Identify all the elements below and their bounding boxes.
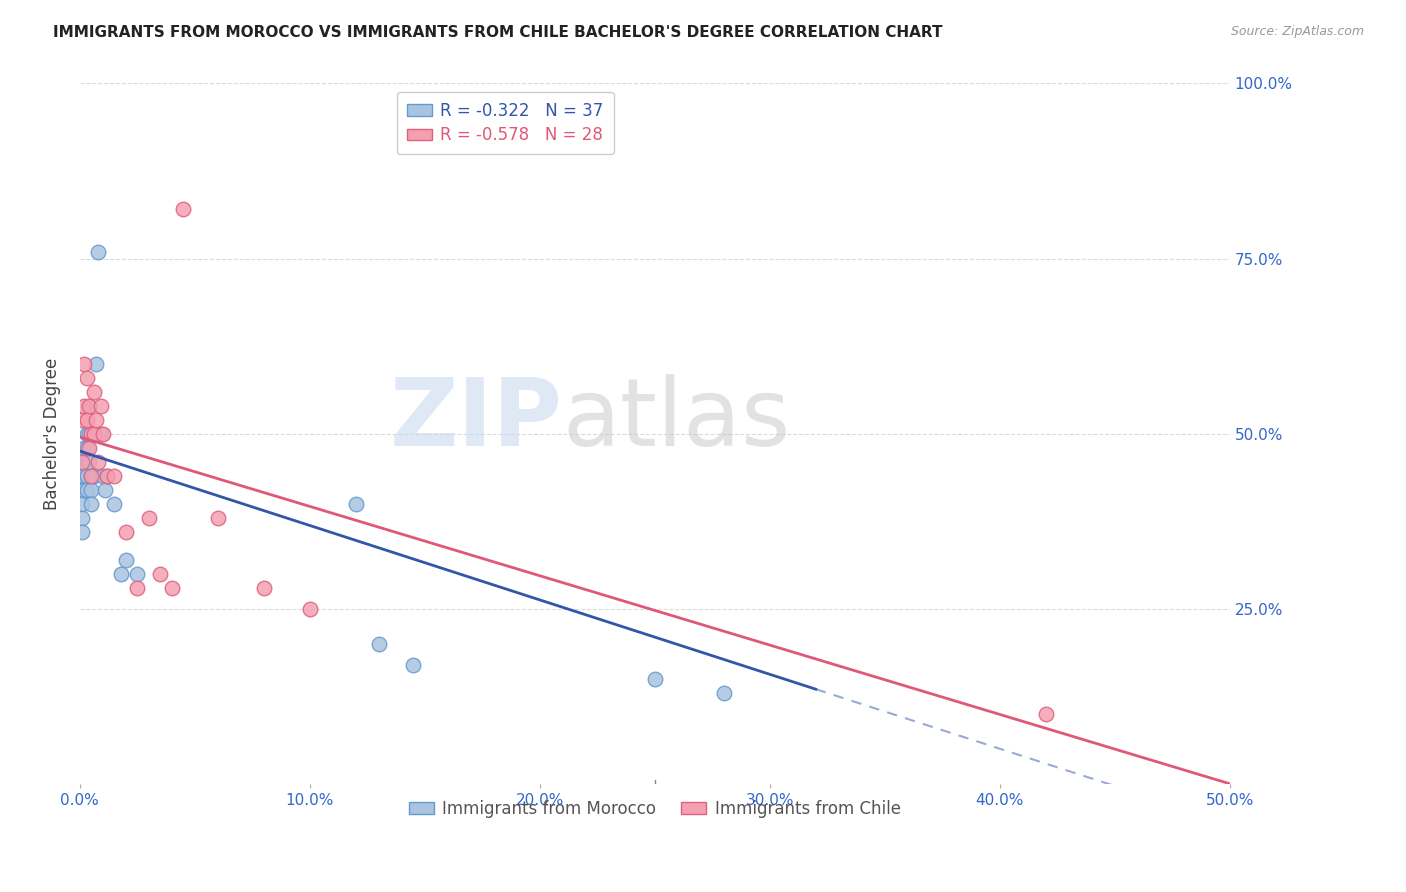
Point: [90, 426, 112, 441]
Point: [367, 637, 389, 651]
Point: [644, 672, 666, 686]
Point: [402, 657, 425, 672]
Point: [80, 426, 103, 441]
Point: [103, 497, 125, 511]
Point: [127, 581, 149, 595]
Point: [1035, 706, 1057, 721]
Point: [73, 483, 96, 497]
Point: [84, 412, 107, 426]
Point: [172, 202, 194, 217]
Point: [76, 370, 98, 384]
Point: [77, 399, 100, 413]
Point: [76, 441, 98, 455]
Point: [90, 399, 112, 413]
Text: ZIP: ZIP: [389, 374, 562, 466]
Point: [115, 524, 138, 539]
Point: [73, 441, 96, 455]
Point: [80, 468, 103, 483]
Point: [70, 412, 93, 426]
Point: [70, 468, 93, 483]
Point: [96, 468, 118, 483]
Point: [80, 497, 103, 511]
Point: [96, 468, 118, 483]
Point: [115, 552, 138, 566]
Point: [344, 497, 367, 511]
Point: [87, 454, 110, 468]
Legend: Immigrants from Morocco, Immigrants from Chile: Immigrants from Morocco, Immigrants from…: [402, 793, 907, 824]
Point: [91, 468, 114, 483]
Point: [713, 686, 735, 700]
Point: [138, 510, 160, 524]
Text: atlas: atlas: [562, 374, 792, 466]
Point: [70, 483, 93, 497]
Point: [94, 483, 117, 497]
Point: [80, 468, 103, 483]
Point: [77, 399, 100, 413]
Point: [76, 412, 98, 426]
Point: [253, 581, 276, 595]
Point: [73, 454, 96, 468]
Point: [83, 426, 105, 441]
Point: [70, 524, 93, 539]
Point: [70, 497, 93, 511]
Point: [76, 483, 98, 497]
Point: [73, 357, 96, 371]
Point: [160, 581, 183, 595]
Point: [207, 510, 229, 524]
Text: IMMIGRANTS FROM MOROCCO VS IMMIGRANTS FROM CHILE BACHELOR'S DEGREE CORRELATION C: IMMIGRANTS FROM MOROCCO VS IMMIGRANTS FR…: [53, 25, 943, 40]
Point: [76, 468, 98, 483]
Point: [80, 483, 103, 497]
Point: [83, 468, 105, 483]
Point: [77, 454, 100, 468]
Point: [84, 357, 107, 371]
Text: Source: ZipAtlas.com: Source: ZipAtlas.com: [1230, 25, 1364, 38]
Point: [77, 426, 100, 441]
Point: [91, 426, 114, 441]
Point: [73, 468, 96, 483]
Point: [83, 426, 105, 441]
Y-axis label: Bachelor's Degree: Bachelor's Degree: [44, 358, 60, 509]
Point: [70, 454, 93, 468]
Point: [76, 426, 98, 441]
Point: [110, 566, 132, 581]
Point: [149, 566, 172, 581]
Point: [77, 441, 100, 455]
Point: [73, 399, 96, 413]
Point: [87, 244, 110, 259]
Point: [70, 510, 93, 524]
Point: [76, 454, 98, 468]
Point: [103, 468, 125, 483]
Point: [127, 566, 149, 581]
Point: [298, 601, 321, 615]
Point: [83, 384, 105, 399]
